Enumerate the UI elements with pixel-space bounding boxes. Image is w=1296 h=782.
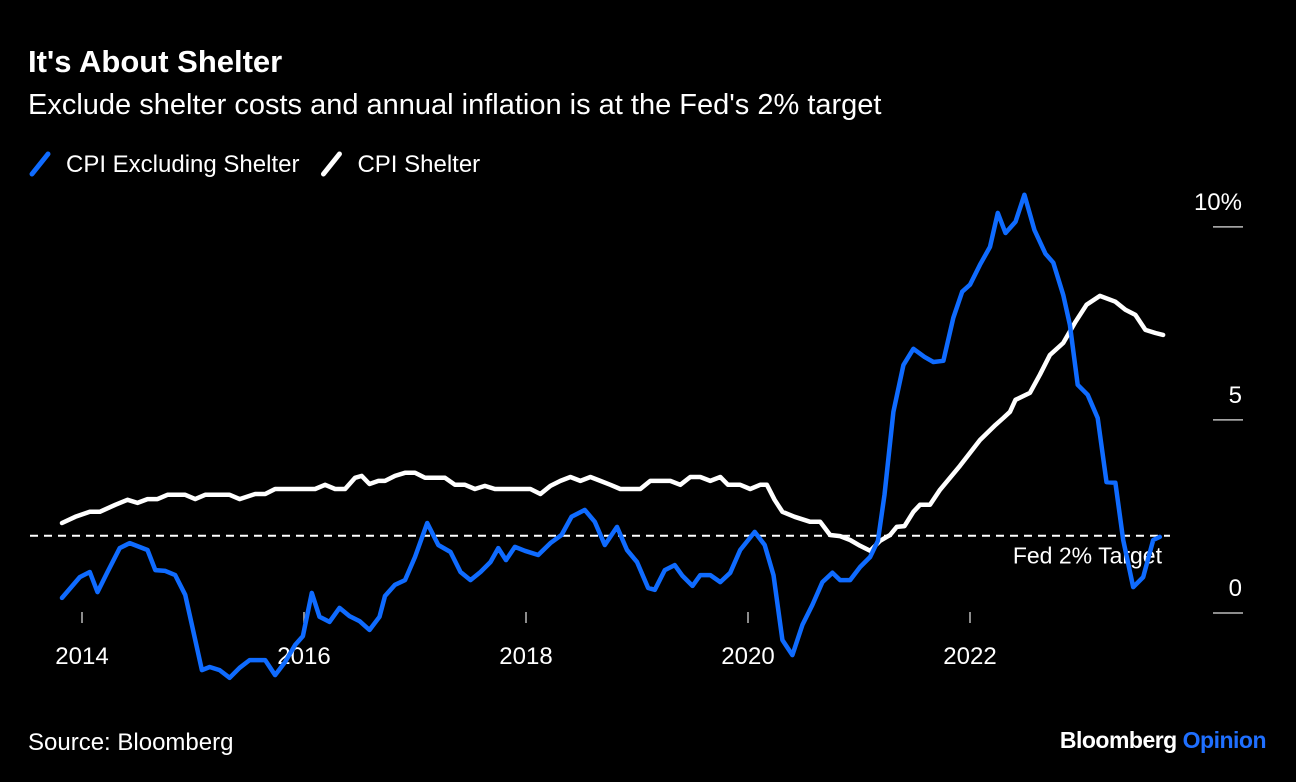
legend-swatch: [29, 151, 51, 177]
chart-subtitle: Exclude shelter costs and annual inflati…: [28, 89, 881, 121]
y-tick-label: 0: [1229, 575, 1242, 602]
x-tick-label: 2020: [721, 643, 774, 670]
legend-label: CPI Shelter: [357, 151, 480, 178]
y-tick-label: 5: [1229, 382, 1242, 409]
source: Source: Bloomberg: [28, 729, 233, 756]
x-tick-label: 2014: [55, 643, 108, 670]
legend-label: CPI Excluding Shelter: [66, 151, 299, 178]
brand-opinion: Opinion: [1183, 727, 1266, 753]
y-tick-label: 10%: [1194, 189, 1242, 216]
brand-name: Bloomberg: [1060, 727, 1177, 753]
legend-swatch: [320, 151, 342, 177]
brand: Bloomberg Opinion: [1060, 727, 1266, 753]
x-tick-label: 2016: [277, 643, 330, 670]
chart-title: It's About Shelter: [28, 44, 282, 79]
series-line: [59, 192, 1163, 681]
x-tick-label: 2018: [499, 643, 552, 670]
x-tick-label: 2022: [943, 643, 996, 670]
reference-label: Fed 2% Target: [1013, 543, 1163, 569]
series-line: [59, 293, 1166, 554]
